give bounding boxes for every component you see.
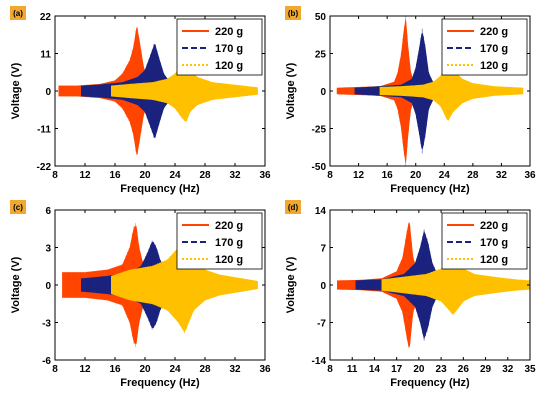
x-tick-label: 8 — [52, 170, 58, 181]
panel-label: (b) — [288, 9, 299, 18]
y-tick-label: -6 — [42, 356, 51, 367]
x-axis-label: Frequency (Hz) — [120, 377, 200, 389]
legend-entry-label: 170 g — [215, 237, 243, 249]
y-axis-label: Voltage (V) — [10, 256, 22, 313]
x-axis-label: Frequency (Hz) — [120, 183, 200, 195]
y-tick-label: 0 — [320, 87, 326, 98]
legend: 220 g 170 g 120 g — [441, 212, 528, 270]
chart-panel: 8 11 14 17 20 23 26 29 32 35 14 7 0 -7 -14 Frequency (H… — [285, 200, 536, 389]
panel-label-box — [10, 6, 26, 20]
x-tick-label: 24 — [169, 364, 181, 375]
x-tick-label: 8 — [52, 364, 58, 375]
x-tick-label: 8 — [327, 170, 333, 181]
x-tick-label: 32 — [229, 364, 241, 375]
legend-entry-label: 220 g — [480, 220, 508, 232]
y-tick-label: 11 — [40, 50, 51, 61]
y-tick-label: -11 — [37, 125, 51, 136]
x-axis-label: Frequency (Hz) — [390, 377, 470, 389]
x-tick-label: 20 — [139, 364, 151, 375]
x-tick-label: 16 — [382, 170, 394, 181]
y-tick-label: 3 — [45, 244, 51, 255]
y-tick-label: 0 — [320, 281, 326, 292]
y-tick-label: 22 — [40, 12, 52, 23]
y-tick-label: -25 — [312, 125, 327, 136]
x-tick-label: 12 — [79, 170, 91, 181]
x-tick-label: 12 — [353, 170, 365, 181]
y-tick-label: -14 — [312, 356, 327, 367]
y-tick-label: 0 — [45, 87, 51, 98]
panel-label-box — [285, 200, 301, 214]
y-tick-label: 25 — [315, 50, 327, 61]
legend-entry-label: 120 g — [215, 254, 243, 266]
y-tick-label: 0 — [45, 281, 51, 292]
panel-label-box — [10, 200, 26, 214]
legend: 220 g 170 g 120 g — [176, 212, 263, 270]
y-tick-label: -7 — [317, 319, 326, 330]
legend-entry-label: 220 g — [480, 26, 508, 38]
x-tick-label: 36 — [524, 170, 536, 181]
x-tick-label: 36 — [259, 170, 271, 181]
panel-label: (c) — [13, 203, 23, 212]
legend: 220 g 170 g 120 g — [176, 18, 263, 76]
legend-entry-label: 120 g — [480, 60, 508, 72]
x-tick-label: 29 — [480, 364, 492, 375]
x-tick-label: 20 — [413, 364, 425, 375]
x-tick-label: 24 — [439, 170, 451, 181]
x-tick-label: 20 — [410, 170, 422, 181]
x-tick-label: 32 — [229, 170, 241, 181]
legend-entry-label: 220 g — [215, 26, 243, 38]
x-tick-label: 32 — [496, 170, 508, 181]
y-tick-label: -3 — [42, 319, 51, 330]
panel-label: (a) — [13, 9, 23, 18]
legend-entry-label: 220 g — [215, 220, 243, 232]
x-tick-label: 28 — [199, 170, 211, 181]
y-axis-label: Voltage (V) — [285, 256, 297, 313]
legend-entry-label: 170 g — [480, 43, 508, 55]
x-tick-label: 12 — [79, 364, 91, 375]
y-tick-label: 7 — [320, 244, 326, 255]
x-tick-label: 16 — [109, 364, 121, 375]
x-tick-label: 35 — [524, 364, 536, 375]
y-tick-label: 14 — [315, 206, 327, 217]
x-tick-label: 36 — [259, 364, 271, 375]
legend-entry-label: 120 g — [480, 254, 508, 266]
chart-panel: 8 12 16 20 24 28 32 36 50 25 0 -25 -50 Frequency (Hz)… — [285, 6, 536, 195]
x-tick-label: 28 — [467, 170, 479, 181]
y-tick-label: -50 — [312, 162, 327, 173]
x-tick-label: 28 — [199, 364, 211, 375]
panel-label: (d) — [288, 203, 299, 212]
x-axis-label: Frequency (Hz) — [390, 183, 470, 195]
legend: 220 g 170 g 120 g — [441, 18, 528, 76]
x-tick-label: 11 — [347, 364, 358, 375]
y-tick-label: -22 — [37, 162, 52, 173]
x-tick-label: 17 — [391, 364, 403, 375]
x-tick-label: 23 — [436, 364, 448, 375]
x-tick-label: 20 — [139, 170, 151, 181]
y-tick-label: 50 — [315, 12, 327, 23]
chart-panel: 8 12 16 20 24 28 32 36 22 11 0 -11 -22 Frequency (Hz)… — [10, 6, 271, 195]
legend-entry-label: 120 g — [215, 60, 243, 72]
y-axis-label: Voltage (V) — [285, 62, 297, 119]
x-tick-label: 24 — [169, 170, 181, 181]
legend-entry-label: 170 g — [215, 43, 243, 55]
x-tick-label: 8 — [327, 364, 333, 375]
x-tick-label: 16 — [109, 170, 121, 181]
chart-panel: 8 12 16 20 24 28 32 36 6 3 0 -3 -6 Frequency (Hz) Volt… — [10, 200, 271, 389]
legend-entry-label: 170 g — [480, 237, 508, 249]
y-tick-label: 6 — [45, 206, 51, 217]
y-axis-label: Voltage (V) — [10, 62, 22, 119]
x-tick-label: 26 — [458, 364, 470, 375]
x-tick-label: 14 — [369, 364, 381, 375]
panel-label-box — [285, 6, 301, 20]
x-tick-label: 32 — [502, 364, 514, 375]
